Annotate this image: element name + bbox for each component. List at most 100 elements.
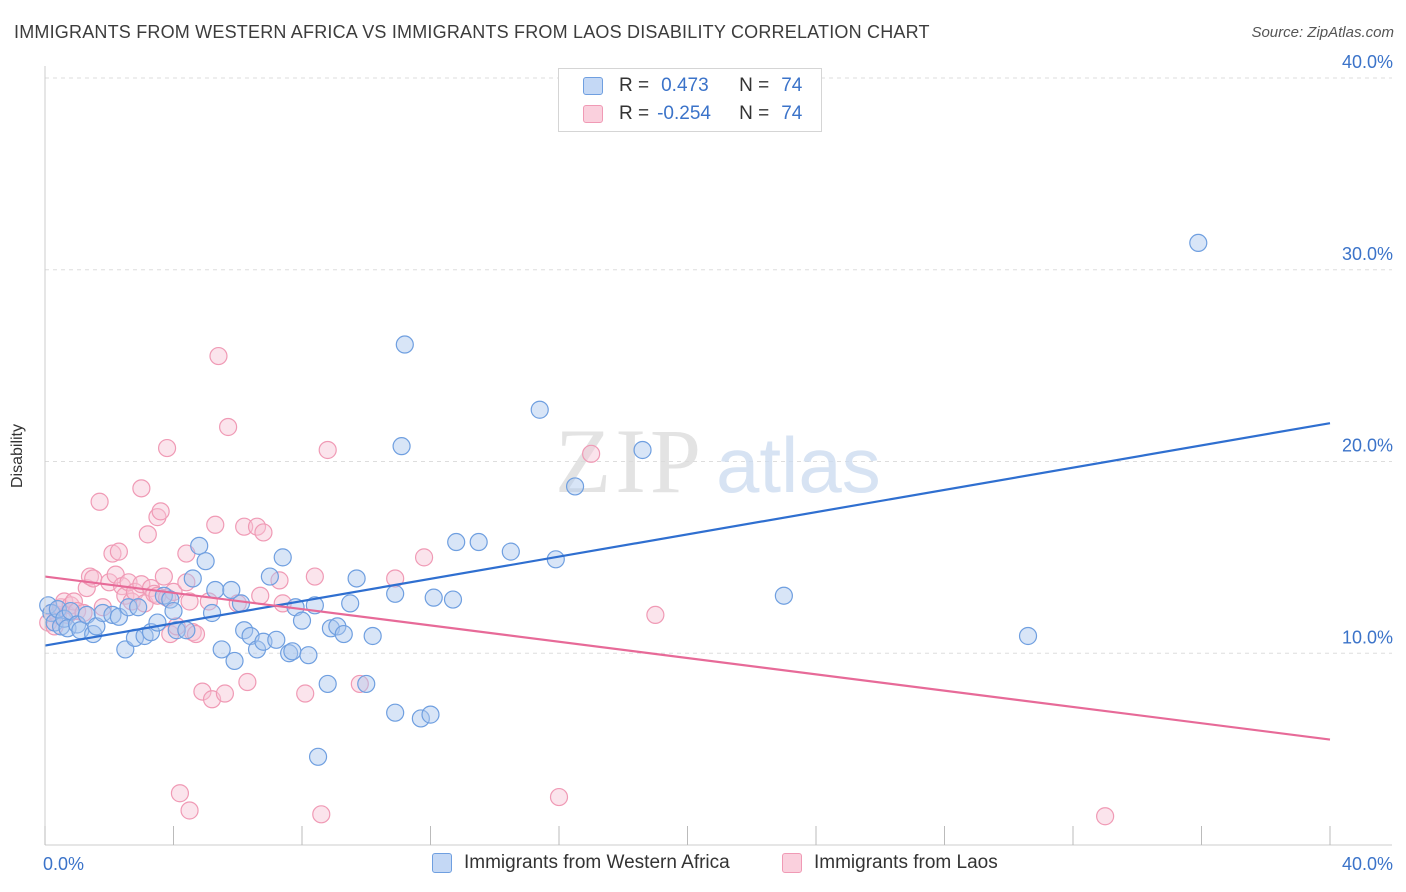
point-blue-28 [183, 569, 202, 588]
point-blue-15 [109, 607, 128, 626]
point-blue-31 [202, 603, 222, 623]
point-pink-17 [103, 544, 122, 563]
point-pink-50 [206, 515, 225, 534]
point-pink-55 [235, 517, 254, 536]
blue-swatch [583, 77, 603, 95]
point-pink-11 [77, 578, 96, 598]
point-blue-35 [225, 651, 244, 671]
point-blue-8 [68, 615, 87, 634]
point-pink-58 [251, 586, 270, 605]
trend-line-blue [44, 422, 1331, 647]
point-blue-56 [347, 569, 366, 588]
pink-n-value: 74 [781, 103, 803, 124]
blue-r-label: R = [619, 75, 650, 96]
point-pink-26 [132, 479, 151, 498]
pink-r-value: -0.254 [657, 103, 711, 124]
point-pink-47 [193, 682, 212, 701]
blue-n-value: 74 [781, 75, 803, 96]
y-tick-label-30: 30.0% [1342, 244, 1393, 264]
point-pink-32 [148, 508, 167, 527]
legend-label-western-africa: Immigrants from Western Africa [464, 852, 730, 873]
point-blue-30 [196, 552, 215, 571]
point-pink-67 [386, 569, 405, 588]
point-pink-60 [270, 571, 289, 590]
blue-n-label: N = [739, 75, 770, 96]
point-blue-66 [443, 590, 463, 609]
chart-title: IMMIGRANTS FROM WESTERN AFRICA VS IMMIGR… [14, 22, 930, 42]
point-blue-60 [386, 584, 405, 603]
point-pink-51 [209, 346, 228, 366]
point-pink-19 [109, 542, 128, 561]
trend-line-pink [44, 575, 1331, 741]
point-pink-52 [215, 684, 234, 703]
point-blue-24 [161, 590, 180, 609]
stats-row-blue: R = 0.473 N = 74 [583, 73, 802, 99]
point-blue-72 [565, 477, 585, 496]
y-tick-label-20: 20.0% [1342, 436, 1393, 456]
point-pink-56 [238, 672, 257, 692]
point-pink-68 [414, 548, 434, 567]
blue-r-value: 0.473 [661, 75, 709, 96]
point-pink-71 [646, 605, 665, 625]
point-blue-33 [212, 640, 231, 659]
point-pink-14 [90, 492, 109, 511]
point-blue-64 [421, 705, 440, 724]
point-pink-45 [183, 623, 202, 642]
point-blue-43 [273, 548, 292, 567]
point-blue-48 [299, 646, 318, 665]
watermark-atlas: atlas [716, 421, 881, 509]
legend-swatch-pink [782, 853, 802, 873]
stats-row-pink: R = -0.254 N = 74 [583, 101, 802, 127]
point-pink-46 [186, 624, 206, 644]
point-pink-59 [254, 523, 273, 542]
point-blue-55 [341, 594, 360, 613]
point-blue-41 [260, 567, 279, 586]
point-blue-67 [447, 532, 466, 552]
point-blue-19 [129, 598, 148, 617]
point-pink-44 [180, 801, 199, 820]
point-blue-32 [206, 580, 225, 600]
point-blue-73 [633, 440, 652, 460]
point-pink-70 [582, 444, 601, 463]
point-blue-74 [774, 586, 793, 605]
legend-item-laos: Immigrants from Laos [782, 852, 998, 874]
point-pink-53 [219, 417, 238, 437]
point-pink-34 [154, 567, 173, 586]
point-pink-65 [318, 440, 337, 460]
point-blue-61 [392, 437, 411, 456]
point-blue-58 [363, 626, 382, 646]
point-blue-75 [1018, 626, 1038, 646]
point-blue-29 [190, 536, 209, 555]
point-blue-59 [386, 703, 405, 722]
point-pink-28 [138, 525, 157, 544]
point-pink-40 [170, 784, 190, 803]
point-blue-62 [395, 335, 414, 354]
point-pink-72 [1096, 807, 1115, 826]
point-pink-63 [305, 567, 324, 586]
point-blue-51 [318, 674, 337, 694]
pink-r-label: R = [619, 103, 650, 124]
point-pink-66 [350, 674, 369, 694]
point-pink-69 [549, 787, 569, 807]
point-blue-36 [231, 594, 251, 613]
point-blue-65 [424, 588, 443, 607]
point-pink-43 [180, 592, 199, 611]
watermark: ZIP atlas [555, 410, 881, 512]
point-blue-57 [357, 674, 376, 694]
point-blue-45 [283, 642, 302, 661]
point-blue-22 [148, 613, 167, 632]
point-blue-76 [1189, 233, 1208, 253]
chart-source: Source: ZipAtlas.com [1251, 24, 1394, 41]
point-pink-36 [157, 438, 177, 458]
pink-swatch [583, 105, 603, 123]
legend-swatch-blue [432, 853, 452, 873]
point-blue-63 [411, 709, 430, 728]
x-tick-label-40: 40.0% [1342, 854, 1393, 874]
stats-legend: R = 0.473 N = 74 R = -0.254 N = 74 [558, 68, 822, 132]
x-tick-label-0: 0.0% [43, 854, 84, 874]
point-blue-25 [164, 601, 183, 621]
point-blue-70 [530, 400, 549, 419]
point-blue-69 [501, 542, 520, 561]
point-pink-33 [151, 502, 170, 521]
